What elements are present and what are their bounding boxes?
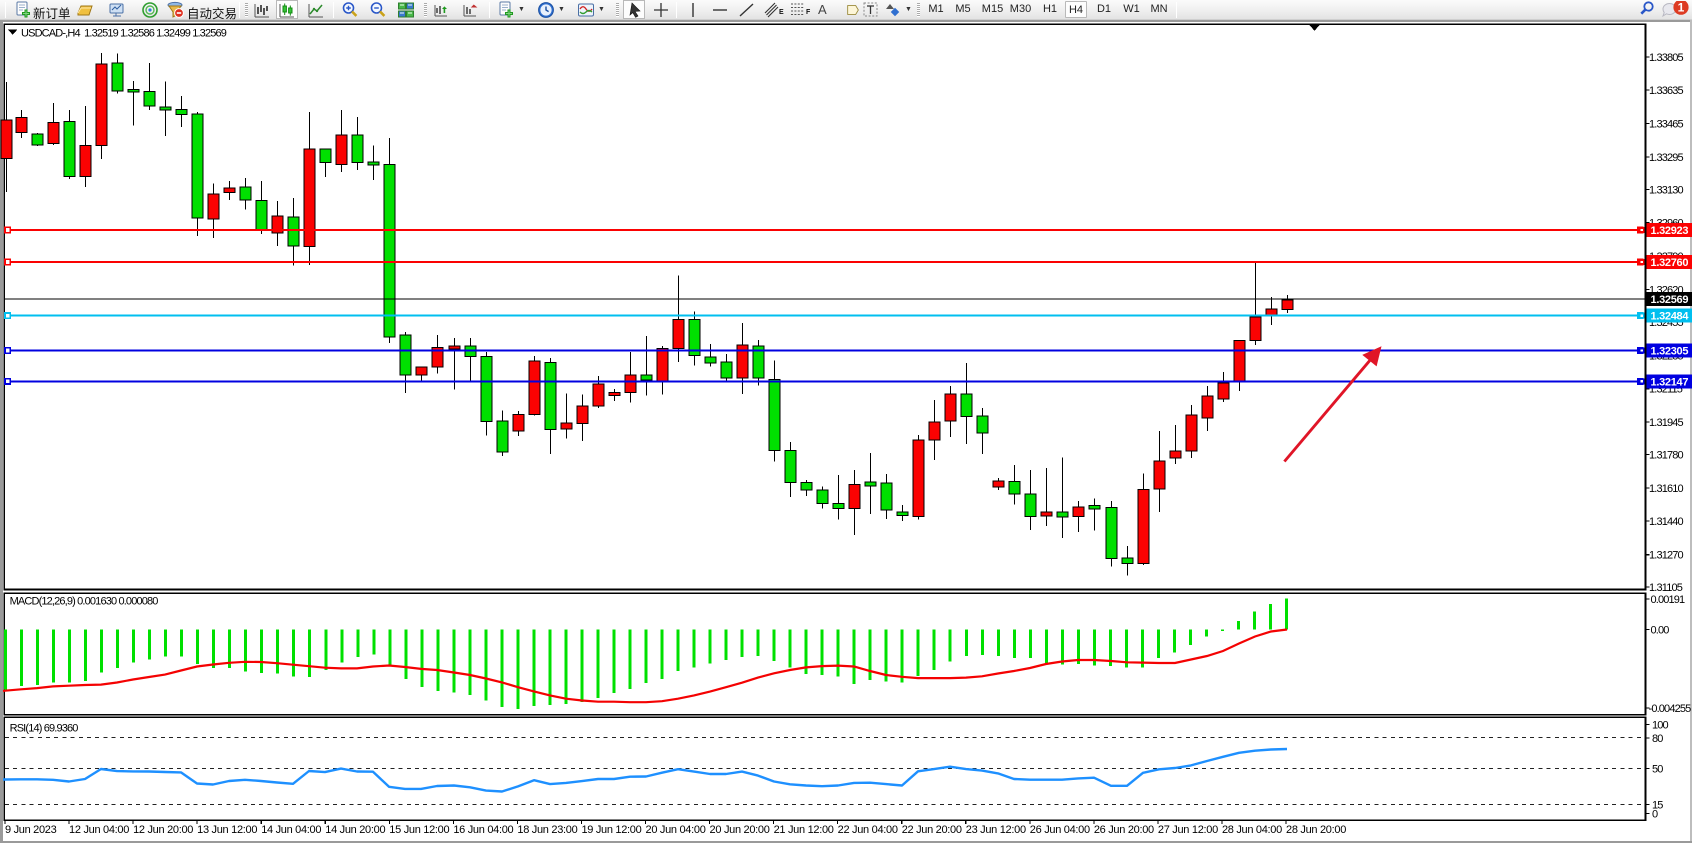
svg-text:50: 50	[1652, 764, 1663, 776]
svg-text:26 Jun 20:00: 26 Jun 20:00	[1094, 824, 1154, 836]
svg-text:1.33635: 1.33635	[1649, 85, 1684, 97]
svg-text:27 Jun 12:00: 27 Jun 12:00	[1158, 824, 1218, 836]
svg-text:1.31610: 1.31610	[1649, 483, 1684, 495]
svg-text:0.00191: 0.00191	[1651, 594, 1686, 606]
svg-text:0: 0	[1652, 808, 1658, 820]
svg-text:28 Jun 20:00: 28 Jun 20:00	[1286, 824, 1346, 836]
svg-text:21 Jun 12:00: 21 Jun 12:00	[774, 824, 834, 836]
svg-text:14 Jun 20:00: 14 Jun 20:00	[325, 824, 385, 836]
svg-text:1.31105: 1.31105	[1649, 582, 1683, 594]
svg-text:MACD(12,26,9) 0.001630 0.00008: MACD(12,26,9) 0.001630 0.000080	[10, 596, 159, 608]
svg-text:1.32760: 1.32760	[1651, 257, 1689, 269]
svg-text:23 Jun 12:00: 23 Jun 12:00	[966, 824, 1026, 836]
svg-text:16 Jun 04:00: 16 Jun 04:00	[453, 824, 513, 836]
svg-text:USDCAD-,H4 1.32519 1.32586 1.: USDCAD-,H4 1.32519 1.32586 1.32499 1.325…	[21, 28, 227, 40]
svg-text:1.31780: 1.31780	[1649, 450, 1684, 462]
svg-text:1.33805: 1.33805	[1649, 52, 1684, 64]
svg-text:18 Jun 23:00: 18 Jun 23:00	[517, 824, 577, 836]
svg-text:15: 15	[1652, 799, 1663, 811]
svg-text:1.33130: 1.33130	[1649, 185, 1684, 197]
svg-text:1: 1	[1678, 1, 1685, 14]
svg-text:15 Jun 12:00: 15 Jun 12:00	[389, 824, 449, 836]
svg-text:1.31270: 1.31270	[1649, 550, 1684, 562]
svg-text:12 Jun 04:00: 12 Jun 04:00	[69, 824, 129, 836]
svg-text:9 Jun 2023: 9 Jun 2023	[5, 824, 57, 836]
svg-text:20 Jun 04:00: 20 Jun 04:00	[646, 824, 706, 836]
svg-text:1.31440: 1.31440	[1649, 516, 1684, 528]
svg-text:1.33465: 1.33465	[1649, 119, 1684, 131]
svg-text:1.32923: 1.32923	[1651, 225, 1689, 237]
svg-text:100: 100	[1652, 719, 1669, 731]
svg-text:22 Jun 20:00: 22 Jun 20:00	[902, 824, 962, 836]
svg-text:RSI(14) 69.9360: RSI(14) 69.9360	[10, 722, 79, 734]
svg-text:20 Jun 20:00: 20 Jun 20:00	[710, 824, 770, 836]
svg-text:1.32484: 1.32484	[1651, 311, 1690, 323]
svg-text:12 Jun 20:00: 12 Jun 20:00	[133, 824, 193, 836]
svg-text:1.33295: 1.33295	[1649, 152, 1684, 164]
svg-text:1.31945: 1.31945	[1649, 417, 1684, 429]
svg-text:22 Jun 04:00: 22 Jun 04:00	[838, 824, 898, 836]
svg-text:80: 80	[1652, 733, 1663, 745]
svg-text:-0.004255: -0.004255	[1649, 703, 1692, 715]
svg-text:26 Jun 04:00: 26 Jun 04:00	[1030, 824, 1090, 836]
svg-text:14 Jun 04:00: 14 Jun 04:00	[261, 824, 321, 836]
svg-text:1.32305: 1.32305	[1651, 346, 1689, 358]
svg-text:1.32569: 1.32569	[1651, 294, 1689, 306]
svg-text:19 Jun 12:00: 19 Jun 12:00	[581, 824, 641, 836]
svg-text:13 Jun 12:00: 13 Jun 12:00	[197, 824, 257, 836]
svg-text:1.32147: 1.32147	[1651, 376, 1689, 388]
svg-text:0.00: 0.00	[1651, 625, 1670, 637]
svg-text:28 Jun 04:00: 28 Jun 04:00	[1222, 824, 1282, 836]
